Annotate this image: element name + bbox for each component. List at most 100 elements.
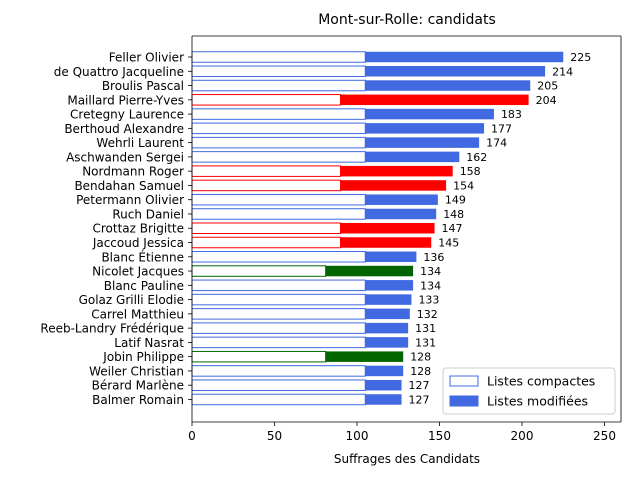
y-tick-label: Golaz Grilli Elodie — [79, 293, 184, 307]
y-tick-label: Feller Olivier — [109, 51, 184, 65]
bar-compact — [191, 136, 366, 149]
bar-compact — [191, 108, 366, 120]
bar-modified — [340, 165, 453, 177]
y-tick-label: Bendahan Samuel — [74, 179, 184, 193]
y-tick-label: Reeb-Landry Frédérique — [40, 322, 184, 336]
y-tick-label: Blanc Étienne — [101, 249, 184, 264]
data-label: 154 — [453, 179, 474, 192]
y-tick-label: Carrel Matthieu — [91, 307, 184, 321]
data-label: 158 — [460, 165, 481, 178]
bar-modified — [365, 80, 531, 91]
y-tick-label: Wehrli Laurent — [96, 136, 184, 150]
bar-compact — [191, 151, 366, 163]
bar-compact — [191, 208, 366, 220]
y-tick-label: Petermann Olivier — [76, 193, 184, 207]
data-label: 145 — [438, 237, 459, 250]
bar-modified — [365, 251, 417, 263]
bar-compact — [191, 265, 327, 277]
data-label: 134 — [420, 265, 441, 278]
bar-modified — [365, 394, 402, 405]
bar-modified — [325, 351, 404, 362]
y-tick-label: Blanc Pauline — [104, 279, 184, 293]
bar-modified — [365, 123, 485, 134]
bar-modified — [365, 194, 438, 205]
bar-modified — [365, 280, 414, 291]
data-label: 127 — [409, 379, 430, 392]
bar-modified — [365, 51, 564, 63]
bar-compact — [191, 293, 366, 306]
x-tick-label: 0 — [188, 429, 196, 443]
bar-modified — [365, 308, 410, 320]
data-label: 162 — [466, 151, 487, 164]
bar-modified — [365, 294, 412, 305]
bar-modified — [325, 265, 414, 277]
x-tick-label: 50 — [267, 429, 282, 443]
bar-compact — [191, 365, 366, 377]
data-label: 204 — [536, 94, 557, 107]
axes-layer — [188, 35, 622, 426]
legend: Listes compactes Listes modifiées — [442, 367, 616, 415]
bar-compact — [191, 336, 366, 349]
y-tick-label: Bérard Marlène — [92, 379, 184, 393]
y-tick-label: Latif Nasrat — [114, 336, 184, 350]
bar-compact — [191, 379, 366, 391]
chart-title: Mont-sur-Rolle: candidats — [318, 12, 496, 28]
bar-modified — [340, 180, 447, 191]
bar-modified — [365, 108, 494, 120]
y-tick-label: Ruch Daniel — [112, 207, 184, 221]
legend-label: Listes modifiées — [487, 394, 588, 409]
data-label: 214 — [552, 65, 573, 78]
x-tick-label: 100 — [346, 429, 369, 443]
bar-compact — [191, 350, 327, 363]
data-label: 149 — [445, 194, 466, 207]
bar-modified — [365, 151, 460, 163]
y-tick-label: Berthoud Alexandre — [64, 122, 184, 136]
x-axis-label: Suffrages des Candidats — [334, 452, 480, 466]
data-label: 148 — [443, 208, 464, 221]
y-tick-label: Crottaz Brigitte — [92, 222, 184, 236]
data-label: 128 — [410, 351, 431, 364]
y-tick-label: Maillard Pierre-Yves — [67, 93, 184, 107]
bars-layer — [191, 51, 564, 406]
bar-compact — [191, 308, 366, 320]
y-tick-label: Nicolet Jacques — [92, 265, 184, 279]
bar-modified — [365, 322, 409, 334]
y-tick-label: Weiler Christian — [89, 364, 184, 378]
bar-modified — [340, 222, 435, 234]
bar-modified — [365, 208, 437, 220]
data-label: 132 — [417, 308, 438, 321]
data-label: 131 — [415, 322, 436, 335]
data-label: 128 — [410, 365, 431, 378]
bar-modified — [365, 66, 546, 77]
bar-compact — [191, 165, 341, 177]
y-tick-label: Broulis Pascal — [102, 79, 184, 93]
bar-compact — [191, 79, 366, 92]
y-tick-label: Aschwanden Sergei — [66, 150, 184, 164]
bar-modified — [365, 137, 480, 148]
data-label: 174 — [486, 137, 507, 150]
bar-compact — [191, 236, 341, 249]
legend-swatch-filled — [449, 395, 479, 407]
y-tick-label: de Quattro Jacqueline — [54, 65, 184, 79]
data-label: 131 — [415, 336, 436, 349]
labels-layer: Feller Olivier 225 de Quattro Jacqueline 21… — [40, 51, 616, 444]
bar-modified — [365, 365, 404, 377]
bar-compact — [191, 51, 366, 63]
x-tick-label: 200 — [511, 429, 534, 443]
data-label: 127 — [409, 393, 430, 406]
bar-compact — [191, 94, 341, 106]
bar-compact — [191, 193, 366, 206]
bar-compact — [191, 322, 366, 334]
legend-swatch-outline — [449, 375, 479, 387]
bar-compact — [191, 65, 366, 78]
bar-modified — [340, 237, 432, 248]
data-label: 134 — [420, 279, 441, 292]
bar-modified — [365, 379, 402, 391]
legend-label: Listes compactes — [487, 374, 595, 389]
bar-compact — [191, 179, 341, 192]
legend-box — [442, 367, 616, 415]
bar-compact — [191, 393, 366, 406]
bar-compact — [191, 222, 341, 234]
bar-modified — [340, 94, 529, 106]
